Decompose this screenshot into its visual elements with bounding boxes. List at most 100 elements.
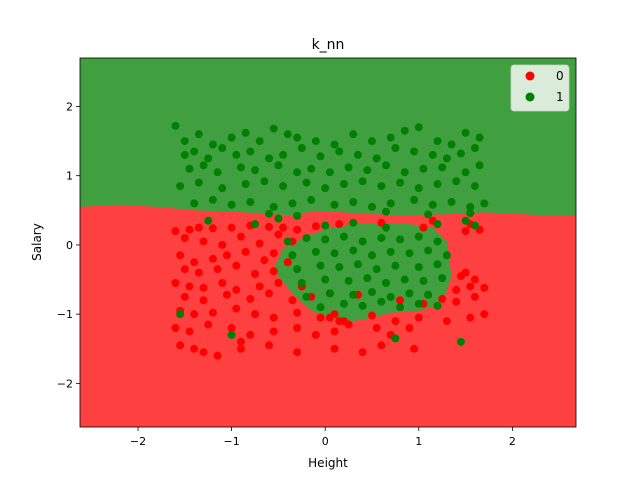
point-class-1 bbox=[293, 265, 302, 274]
point-class-0 bbox=[232, 285, 241, 294]
point-class-1 bbox=[321, 275, 330, 284]
point-class-0 bbox=[185, 327, 194, 336]
point-class-1 bbox=[410, 195, 419, 204]
point-class-1 bbox=[400, 126, 409, 135]
point-class-1 bbox=[316, 261, 325, 270]
point-class-1 bbox=[236, 163, 245, 172]
point-class-1 bbox=[302, 234, 311, 242]
point-class-0 bbox=[236, 344, 245, 353]
point-class-1 bbox=[339, 299, 348, 308]
point-class-1 bbox=[372, 265, 381, 274]
point-class-0 bbox=[452, 297, 461, 306]
x-tick-label: 0 bbox=[322, 435, 329, 448]
x-tick-label: 1 bbox=[415, 435, 422, 448]
point-class-1 bbox=[190, 199, 199, 208]
point-class-1 bbox=[293, 168, 302, 177]
point-class-0 bbox=[222, 251, 231, 260]
point-class-1 bbox=[265, 154, 274, 163]
point-class-1 bbox=[391, 261, 400, 270]
point-class-1 bbox=[428, 150, 437, 159]
point-class-1 bbox=[433, 260, 442, 269]
point-class-1 bbox=[438, 274, 447, 283]
point-class-1 bbox=[180, 137, 189, 146]
point-class-1 bbox=[358, 177, 367, 186]
point-class-0 bbox=[367, 311, 376, 320]
point-class-1 bbox=[227, 330, 236, 339]
point-class-1 bbox=[283, 237, 292, 246]
point-class-1 bbox=[410, 147, 419, 156]
point-class-1 bbox=[344, 163, 353, 172]
point-class-1 bbox=[335, 263, 344, 272]
point-class-1 bbox=[433, 220, 442, 229]
point-class-0 bbox=[293, 348, 302, 357]
point-class-0 bbox=[410, 344, 419, 353]
point-class-1 bbox=[335, 147, 344, 156]
point-class-0 bbox=[311, 222, 320, 231]
plot-area bbox=[80, 58, 576, 427]
point-class-1 bbox=[274, 161, 283, 170]
point-class-0 bbox=[190, 310, 199, 319]
point-class-0 bbox=[274, 279, 283, 287]
x-tick-label: −2 bbox=[130, 435, 146, 448]
point-class-1 bbox=[363, 166, 372, 175]
point-class-1 bbox=[349, 290, 358, 299]
point-class-0 bbox=[180, 265, 189, 274]
y-axis-label: Salary bbox=[30, 223, 44, 261]
point-class-1 bbox=[176, 182, 185, 191]
point-class-1 bbox=[204, 216, 213, 225]
point-class-0 bbox=[269, 267, 278, 276]
point-class-0 bbox=[213, 265, 222, 274]
point-class-1 bbox=[321, 221, 330, 230]
point-class-0 bbox=[255, 282, 264, 291]
point-class-0 bbox=[288, 296, 297, 305]
legend-label-0: 0 bbox=[556, 69, 564, 83]
point-class-0 bbox=[269, 249, 278, 258]
point-class-1 bbox=[419, 276, 428, 285]
point-class-1 bbox=[339, 232, 348, 241]
point-class-0 bbox=[194, 223, 203, 232]
point-class-1 bbox=[424, 290, 433, 299]
point-class-1 bbox=[288, 251, 297, 260]
y-tick-label: −1 bbox=[57, 308, 73, 321]
point-class-0 bbox=[344, 320, 353, 329]
point-class-0 bbox=[180, 234, 189, 242]
point-class-1 bbox=[367, 288, 376, 296]
point-class-0 bbox=[358, 348, 367, 357]
point-class-1 bbox=[377, 234, 386, 242]
point-class-1 bbox=[297, 279, 306, 287]
point-class-1 bbox=[466, 209, 475, 218]
point-class-0 bbox=[218, 240, 227, 249]
point-class-1 bbox=[480, 199, 489, 208]
point-class-1 bbox=[204, 154, 213, 163]
point-class-0 bbox=[190, 344, 199, 353]
point-class-1 bbox=[274, 214, 283, 223]
legend-label-1: 1 bbox=[556, 90, 564, 104]
chart-title: k_nn bbox=[312, 37, 345, 53]
point-class-1 bbox=[433, 137, 442, 146]
point-class-1 bbox=[339, 180, 348, 188]
point-class-0 bbox=[208, 254, 217, 263]
point-class-1 bbox=[396, 178, 405, 187]
point-class-1 bbox=[349, 246, 358, 255]
point-class-0 bbox=[330, 344, 339, 353]
point-class-1 bbox=[269, 124, 278, 133]
point-class-1 bbox=[367, 251, 376, 260]
point-class-0 bbox=[190, 258, 199, 267]
point-class-0 bbox=[405, 324, 414, 332]
point-class-1 bbox=[251, 166, 260, 175]
point-class-0 bbox=[251, 270, 260, 278]
point-class-0 bbox=[236, 232, 245, 241]
point-class-1 bbox=[325, 289, 334, 298]
point-class-1 bbox=[433, 237, 442, 246]
point-class-0 bbox=[246, 294, 255, 303]
point-class-1 bbox=[396, 303, 405, 312]
point-class-1 bbox=[414, 123, 423, 132]
point-class-0 bbox=[470, 275, 479, 284]
point-class-1 bbox=[353, 260, 362, 269]
y-tick-label: 1 bbox=[66, 170, 73, 183]
point-class-1 bbox=[414, 263, 423, 272]
point-class-1 bbox=[232, 150, 241, 159]
point-class-1 bbox=[293, 133, 302, 142]
point-class-0 bbox=[293, 308, 302, 317]
point-class-0 bbox=[470, 292, 479, 301]
